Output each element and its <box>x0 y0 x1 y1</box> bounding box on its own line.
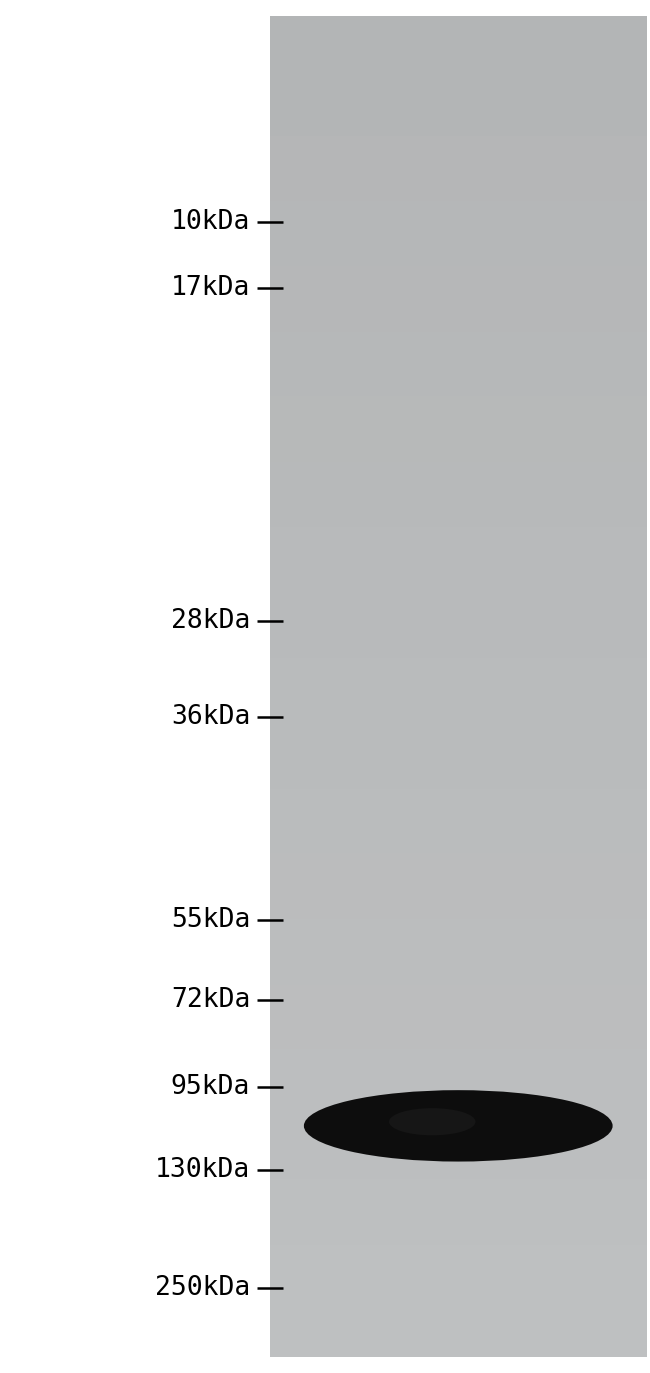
Text: 17kDa: 17kDa <box>171 276 250 301</box>
Bar <box>270 16 647 1357</box>
Text: 250kDa: 250kDa <box>155 1276 250 1300</box>
Text: 55kDa: 55kDa <box>171 908 250 932</box>
Text: 72kDa: 72kDa <box>171 987 250 1012</box>
Text: 10kDa: 10kDa <box>171 210 250 235</box>
Text: 28kDa: 28kDa <box>171 608 250 633</box>
Ellipse shape <box>389 1108 475 1135</box>
Ellipse shape <box>304 1090 612 1162</box>
Text: 36kDa: 36kDa <box>171 704 250 729</box>
Text: 95kDa: 95kDa <box>171 1075 250 1100</box>
Text: 130kDa: 130kDa <box>155 1157 250 1182</box>
